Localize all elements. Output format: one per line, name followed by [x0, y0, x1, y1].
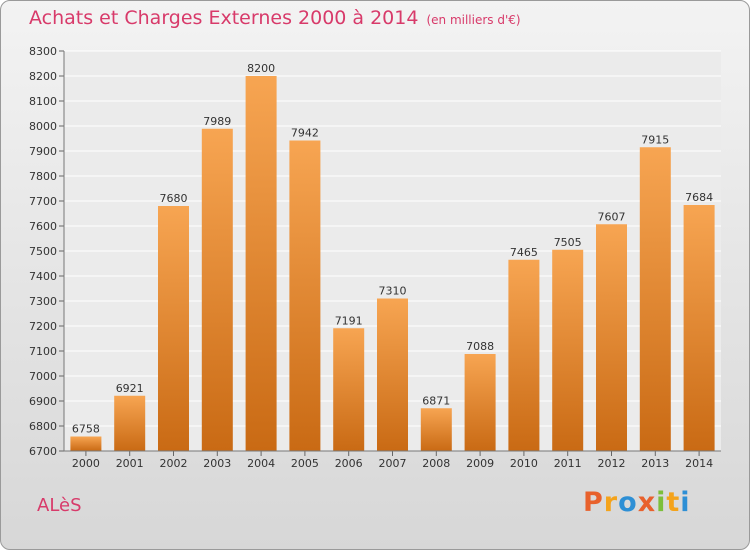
data-label-2011: 7505 [554, 236, 582, 249]
x-tick-label-2002: 2002 [160, 457, 188, 470]
logo-letter: i [680, 487, 691, 518]
y-tick-label: 7200 [29, 320, 57, 333]
y-tick-label: 8000 [29, 120, 57, 133]
y-tick-label: 7400 [29, 270, 57, 283]
x-tick-label-2008: 2008 [422, 457, 450, 470]
y-tick-label: 8100 [29, 95, 57, 108]
data-label-2009: 7088 [466, 340, 494, 353]
x-tick-label-2014: 2014 [685, 457, 713, 470]
y-tick-label: 7800 [29, 170, 57, 183]
bar-2007 [377, 298, 408, 451]
city-name: ALèS [37, 495, 82, 516]
data-label-2005: 7942 [291, 127, 319, 140]
y-tick-label: 6800 [29, 420, 57, 433]
data-label-2013: 7915 [641, 133, 669, 146]
y-tick-label: 7900 [29, 145, 57, 158]
chart-title: Achats et Charges Externes 2000 à 2014 (e… [29, 7, 521, 29]
bar-2014 [683, 205, 715, 451]
y-axis-ticks: 6700 6800 6900 7000 7100 7200 7300 7400 7500 7600… [29, 45, 65, 458]
y-tick-label: 7300 [29, 295, 57, 308]
bar-2000 [70, 436, 102, 451]
data-label-2006: 7191 [335, 314, 363, 327]
x-tick-label-2009: 2009 [466, 457, 494, 470]
data-label-2010: 7465 [510, 246, 538, 259]
bar-2010 [508, 259, 540, 451]
x-tick-label-2005: 2005 [291, 457, 319, 470]
data-label-2001: 6921 [116, 382, 144, 395]
data-labels: 6758 6921 7680 7989 8200 7942 7191 7310 6871 7088… [72, 62, 713, 436]
logo-letter: o [618, 487, 638, 518]
data-label-2008: 6871 [422, 394, 450, 407]
x-tick-label-2006: 2006 [335, 457, 363, 470]
bar-2006 [333, 328, 365, 451]
bar-2011 [552, 249, 584, 451]
y-tick-label: 7100 [29, 345, 57, 358]
logo-letter: t [666, 487, 681, 518]
data-label-2004: 8200 [247, 62, 275, 75]
x-tick-label-2000: 2000 [72, 457, 100, 470]
y-tick-label: 7500 [29, 245, 57, 258]
x-tick-label-2011: 2011 [554, 457, 582, 470]
bar-2004 [245, 76, 277, 451]
x-tick-label-2004: 2004 [247, 457, 275, 470]
logo-letter: i [656, 487, 667, 518]
data-label-2003: 7989 [203, 115, 231, 128]
y-tick-label: 6700 [29, 445, 57, 458]
x-tick-label-2001: 2001 [116, 457, 144, 470]
bars [70, 76, 715, 451]
data-label-2014: 7684 [685, 191, 713, 204]
x-axis-ticks: 2000 2001 2002 2003 2004 2005 2006 2007 2008 2009… [64, 450, 721, 470]
y-tick-label: 8200 [29, 70, 57, 83]
proxiti-logo: Proxiti [583, 487, 691, 518]
logo-letter: x [637, 487, 657, 518]
data-label-2002: 7680 [160, 192, 188, 205]
chart-title-text: Achats et Charges Externes 2000 à 2014 [29, 7, 419, 29]
y-tick-label: 7700 [29, 195, 57, 208]
x-tick-label-2010: 2010 [510, 457, 538, 470]
bar-2002 [158, 206, 189, 451]
x-tick-label-2012: 2012 [598, 457, 626, 470]
bar-2013 [639, 147, 671, 451]
logo-letter: r [603, 487, 619, 518]
logo-letter: P [583, 487, 604, 518]
x-tick-label-2007: 2007 [379, 457, 407, 470]
x-tick-label-2003: 2003 [203, 457, 231, 470]
y-tick-label: 7600 [29, 220, 57, 233]
bar-2005 [289, 140, 321, 451]
data-label-2007: 7310 [379, 285, 407, 298]
data-label-2012: 7607 [598, 210, 626, 223]
x-tick-label-2013: 2013 [641, 457, 669, 470]
bar-2001 [114, 395, 146, 451]
y-tick-label: 7000 [29, 370, 57, 383]
y-tick-label: 8300 [29, 45, 57, 58]
chart-unit: (en milliers d'€) [426, 13, 521, 27]
bar-2008 [420, 408, 452, 451]
bar-2009 [464, 354, 496, 451]
bar-2012 [596, 224, 627, 451]
data-label-2000: 6758 [72, 423, 100, 436]
bar-2003 [201, 128, 233, 451]
y-tick-label: 6900 [29, 395, 57, 408]
